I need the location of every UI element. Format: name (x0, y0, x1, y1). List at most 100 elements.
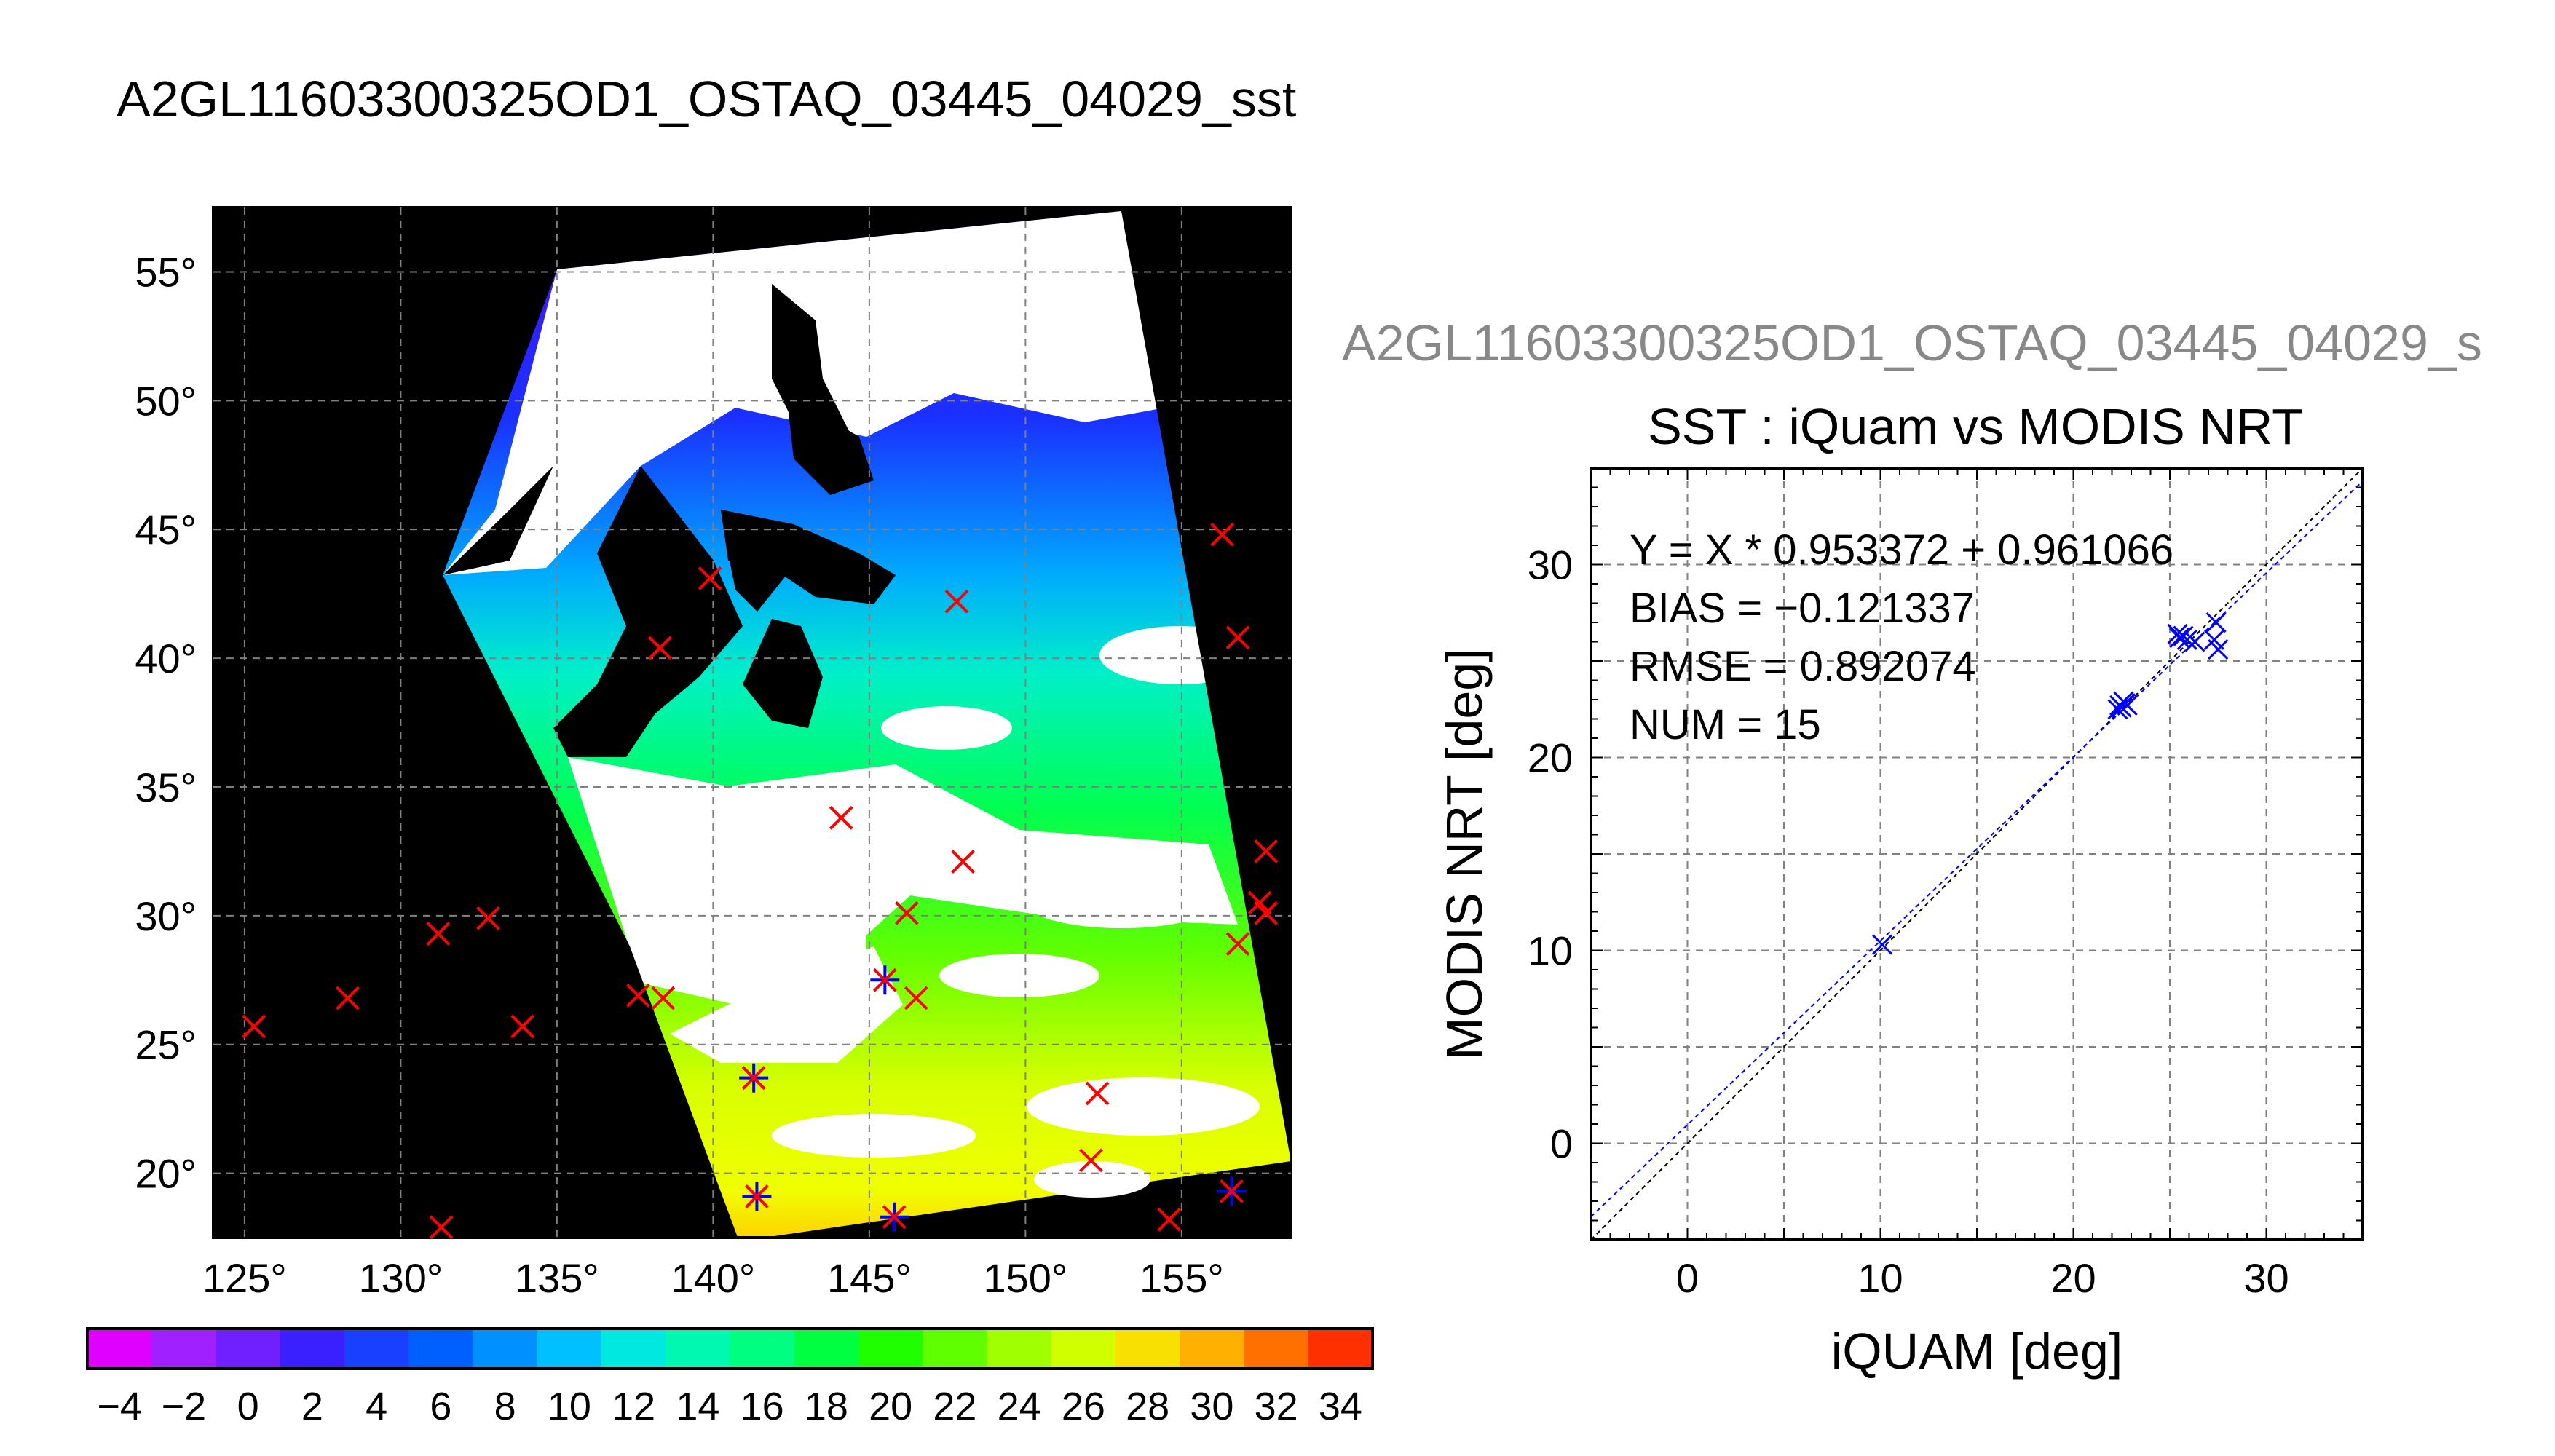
matchup-marker (651, 986, 676, 1010)
map-frame (212, 206, 1292, 1239)
regression-line (1590, 480, 2364, 1218)
matchup-marker (648, 636, 672, 660)
matchup-marker-stroke (1247, 890, 1272, 915)
matchup-marker (1225, 932, 1250, 957)
colorbar-cell (1115, 1329, 1180, 1369)
map-y-tick-label: 55° (135, 249, 197, 295)
map-tick-labels: 125° 130° 135° 140° 145° 150° 155° 20° 25° 30° 35°… (135, 249, 1223, 1301)
colorbar-cell (1180, 1329, 1244, 1369)
matchup-marker (882, 1205, 907, 1230)
colorbar-tick-label: 26 (1062, 1385, 1105, 1428)
matchup-marker (1157, 1207, 1182, 1232)
colorbar-cell (666, 1329, 730, 1369)
matchup-marker-stroke (651, 986, 676, 1010)
scatter-annotations: Y = X * 0.953372 + 0.961066 BIAS = −0.121… (1630, 526, 2173, 748)
matchup-marker-stroke (626, 984, 650, 1008)
matchup-marker (1220, 1179, 1244, 1203)
matchup-marker-stroke (429, 1215, 454, 1240)
map-x-tick-label: 150° (983, 1255, 1067, 1301)
matchup-marker-stroke (1225, 932, 1250, 957)
colorbar-tick-label: −4 (97, 1385, 142, 1428)
map-y-tick-label: 50° (135, 378, 197, 424)
colorbar-tick-label: 20 (869, 1385, 912, 1428)
matchup-marker (951, 850, 975, 874)
colorbar-cell (280, 1329, 345, 1369)
scatter-y-tick-label: 10 (1528, 928, 1573, 974)
colorbar-cell (794, 1329, 859, 1369)
scatter-x-tick-label: 20 (2050, 1255, 2096, 1301)
matchup-marker (1225, 625, 1250, 650)
map-x-tick-label: 135° (515, 1255, 599, 1301)
matchup-marker (476, 906, 500, 930)
matchup-marker (904, 986, 928, 1010)
colorbar-cell (87, 1329, 152, 1369)
scatter-y-tick-label: 20 (1528, 735, 1573, 781)
colorbar-tick-label: 4 (366, 1385, 387, 1428)
colorbar-cell (1308, 1329, 1373, 1369)
colorbar-tick-labels: −4 −2 0 2 4 6 8 10 12 14 16 18 20 22 24 26 28 30 32 34 (97, 1385, 1362, 1428)
matchup-marker-stroke (951, 850, 975, 874)
scatter-point-stroke (2208, 639, 2229, 660)
matchup-marker-stroke (426, 922, 451, 946)
colorbar-cell (1244, 1329, 1309, 1369)
scatter-subtitle: A2GL11603300325OD1_OSTAQ_03445_04029_s (1342, 314, 2482, 371)
scatter-y-tick-label: 0 (1550, 1121, 1573, 1167)
colorbar-tick-label: 0 (237, 1385, 259, 1428)
scatter-x-tick-label: 0 (1676, 1255, 1699, 1301)
colorbar-tick-label: −2 (162, 1385, 207, 1428)
matchup-marker (426, 922, 451, 946)
colorbar-tick-label: 24 (998, 1385, 1041, 1428)
scatter-gridlines (1590, 467, 2364, 1241)
scatter-point-stroke (2176, 629, 2197, 650)
colorbar-cell (987, 1329, 1052, 1369)
colorbar-cell (858, 1329, 923, 1369)
matchup-marker-stroke (944, 589, 969, 614)
matchup-marker-stroke (904, 986, 928, 1010)
colorbar-tick-label: 10 (548, 1385, 591, 1428)
matchup-marker (510, 1014, 535, 1039)
colorbar-cell (408, 1329, 473, 1369)
colorbar-cell (923, 1329, 987, 1369)
matchup-marker (745, 1184, 769, 1208)
matchup-marker-stroke (1157, 1207, 1182, 1232)
colorbar-tick-label: 32 (1255, 1385, 1298, 1428)
colorbar-cells (87, 1329, 1373, 1369)
matchup-marker (1085, 1081, 1110, 1106)
matchup-marker-stroke (829, 805, 853, 830)
map-y-tick-label: 30° (135, 893, 197, 939)
matchup-marker (872, 968, 897, 992)
map-x-tick-label: 125° (202, 1255, 287, 1301)
scatter-annotation: RMSE = 0.892074 (1630, 643, 1976, 690)
colorbar-tick-label: 12 (612, 1385, 655, 1428)
matchup-marker-stroke (648, 636, 672, 660)
colorbar-tick-label: 30 (1190, 1385, 1233, 1428)
colorbar-tick-label: 8 (494, 1385, 516, 1428)
colorbar-frame (86, 1327, 1374, 1370)
colorbar-cell (1051, 1329, 1116, 1369)
scatter-point (2203, 629, 2225, 650)
scatter-point (2117, 695, 2138, 716)
scatter-x-tick-label: 30 (2243, 1255, 2289, 1301)
matchup-marker-stroke (745, 1184, 769, 1208)
matchup-marker-stroke (698, 566, 722, 590)
matchup-marker (698, 566, 722, 590)
matchup-marker (1254, 839, 1279, 863)
matchup-marker (429, 1215, 454, 1240)
colorbar-cell (151, 1329, 216, 1369)
scatter-point-stroke (2117, 695, 2138, 716)
scatter-tick-labels: 0 10 20 30 0 10 20 30 (1528, 542, 2289, 1302)
matchup-marker (242, 1014, 266, 1039)
matchup-marker-stroke (510, 1014, 535, 1039)
scatter-point (2184, 631, 2205, 652)
scatter-point (2169, 628, 2190, 649)
scatter-point-stroke (2184, 631, 2205, 652)
matchup-marker (626, 984, 650, 1008)
scatter-xlabel: iQUAM [deg] (1831, 1323, 2123, 1380)
matchup-marker-stroke (882, 1205, 907, 1230)
colorbar-cell (730, 1329, 795, 1369)
colorbar-cell (537, 1329, 602, 1369)
scatter-points (1872, 612, 2229, 955)
colorbar-tick-label: 34 (1319, 1385, 1362, 1428)
scatter-point (1872, 934, 1893, 955)
matchup-marker-stroke (1085, 1081, 1110, 1106)
